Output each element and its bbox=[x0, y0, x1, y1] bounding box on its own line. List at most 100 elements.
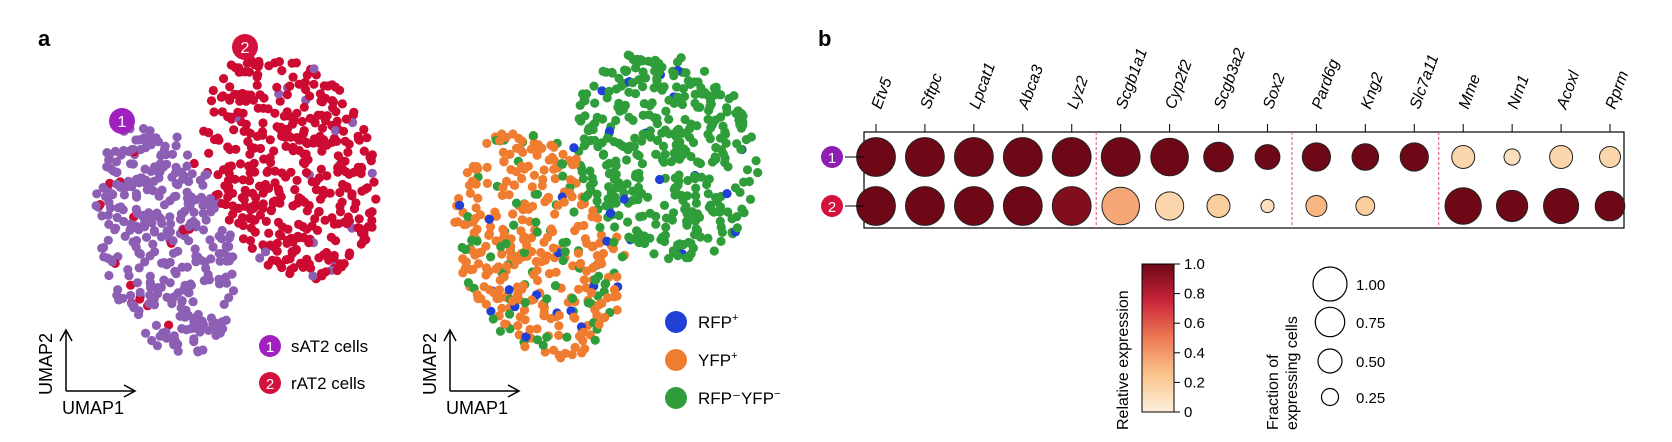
point-rat2 bbox=[248, 95, 259, 105]
point-rat2 bbox=[342, 183, 352, 193]
size-legend-circle bbox=[1312, 266, 1348, 302]
point-rat2 bbox=[246, 142, 256, 152]
dot-mark bbox=[1399, 142, 1429, 172]
point-rat2 bbox=[242, 58, 252, 68]
dot-mark bbox=[1100, 137, 1141, 177]
point-rat2 bbox=[223, 142, 233, 152]
point-sat2 bbox=[205, 194, 215, 204]
point-sat2 bbox=[168, 236, 178, 246]
size-legend-label: 0.50 bbox=[1356, 354, 1385, 371]
point-rat2 bbox=[135, 294, 145, 304]
point-rat2 bbox=[309, 79, 319, 89]
legend-marker-1: 1 bbox=[266, 339, 274, 356]
point-rat2 bbox=[228, 188, 238, 198]
point-yfp bbox=[597, 298, 607, 308]
point-rat2 bbox=[230, 174, 240, 184]
point-yfp bbox=[516, 226, 526, 236]
point-double-negative bbox=[753, 168, 763, 178]
point-yfp bbox=[570, 342, 580, 352]
dot-mark bbox=[1002, 137, 1043, 177]
point-rfp bbox=[655, 174, 665, 185]
point-double-negative bbox=[690, 89, 700, 99]
point-rat2 bbox=[234, 63, 244, 73]
umap2-axes bbox=[443, 328, 521, 398]
legend-marker-2: 2 bbox=[266, 376, 274, 393]
point-sat2 bbox=[159, 200, 170, 210]
point-rat2 bbox=[281, 141, 291, 151]
colorbar-ticks: 0 0.2 0.4 0.6 0.8 1.0 bbox=[1174, 256, 1205, 421]
point-double-negative bbox=[704, 202, 714, 212]
umap1-axes bbox=[59, 328, 137, 398]
point-double-negative bbox=[585, 166, 595, 176]
point-sat2 bbox=[104, 197, 114, 207]
point-rat2 bbox=[270, 108, 280, 118]
point-double-negative bbox=[672, 144, 682, 155]
point-double-negative bbox=[669, 68, 679, 78]
umap1-legend: 1 sAT2 cells 2 rAT2 cells bbox=[259, 335, 368, 394]
point-rfp bbox=[604, 126, 615, 136]
legend-label-dn-sup: − bbox=[774, 388, 780, 400]
point-yfp bbox=[558, 149, 568, 159]
point-sat2 bbox=[152, 341, 162, 351]
point-rat2 bbox=[365, 152, 375, 162]
point-rat2 bbox=[333, 219, 343, 229]
point-rat2 bbox=[224, 162, 234, 172]
point-yfp bbox=[502, 261, 512, 271]
point-rat2 bbox=[362, 133, 372, 143]
point-sat2 bbox=[171, 162, 181, 172]
point-sat2 bbox=[187, 169, 197, 179]
point-double-negative bbox=[751, 156, 761, 166]
point-double-negative bbox=[720, 127, 730, 137]
point-rat2 bbox=[332, 265, 342, 276]
point-sat2 bbox=[179, 285, 189, 295]
point-double-negative bbox=[689, 171, 700, 181]
point-double-negative bbox=[595, 222, 605, 232]
point-rat2 bbox=[238, 234, 249, 244]
dot-mark bbox=[905, 186, 945, 226]
point-sat2 bbox=[196, 322, 206, 332]
point-double-negative bbox=[623, 145, 633, 155]
point-double-negative bbox=[592, 112, 602, 122]
point-double-negative bbox=[637, 159, 648, 169]
point-rat2 bbox=[243, 90, 253, 100]
point-rat2 bbox=[247, 243, 257, 253]
point-sat2 bbox=[217, 317, 227, 327]
point-rat2 bbox=[355, 224, 365, 234]
legend-label-yfp-name: YFP bbox=[698, 351, 731, 370]
point-double-negative bbox=[661, 106, 671, 116]
point-yfp bbox=[485, 222, 496, 232]
point-yfp bbox=[570, 159, 580, 169]
point-double-negative bbox=[709, 246, 719, 256]
dot-plot-frame bbox=[863, 131, 1625, 229]
point-rat2 bbox=[299, 233, 309, 243]
colorbar-tick-label: 0.2 bbox=[1184, 374, 1205, 391]
point-sat2 bbox=[167, 299, 177, 309]
point-rat2 bbox=[277, 262, 287, 273]
point-yfp bbox=[498, 183, 508, 193]
dot-marks bbox=[856, 137, 1626, 226]
point-rat2 bbox=[189, 158, 199, 169]
point-rat2 bbox=[230, 89, 240, 99]
point-rfp bbox=[455, 200, 465, 210]
point-double-negative bbox=[652, 80, 662, 90]
point-rat2 bbox=[272, 238, 282, 248]
point-rat2 bbox=[272, 82, 282, 92]
point-rat2 bbox=[354, 135, 365, 145]
point-sat2 bbox=[218, 324, 228, 334]
point-rat2 bbox=[302, 138, 312, 149]
point-double-negative bbox=[670, 190, 680, 200]
point-rfp bbox=[619, 194, 629, 204]
point-yfp bbox=[575, 259, 585, 269]
point-rat2 bbox=[313, 110, 323, 120]
dot-mark bbox=[1051, 137, 1092, 177]
point-double-negative bbox=[467, 235, 477, 245]
dot-mark bbox=[1155, 191, 1185, 221]
point-double-negative bbox=[651, 149, 661, 159]
legend-label-rfp: RFP+ bbox=[698, 312, 738, 332]
legend-label-double-negative: RFP⁻YFP− bbox=[698, 388, 780, 408]
point-sat2 bbox=[177, 296, 187, 307]
point-yfp bbox=[481, 270, 491, 280]
point-sat2 bbox=[189, 336, 199, 347]
point-rat2 bbox=[311, 185, 321, 195]
point-sat2 bbox=[110, 225, 120, 235]
